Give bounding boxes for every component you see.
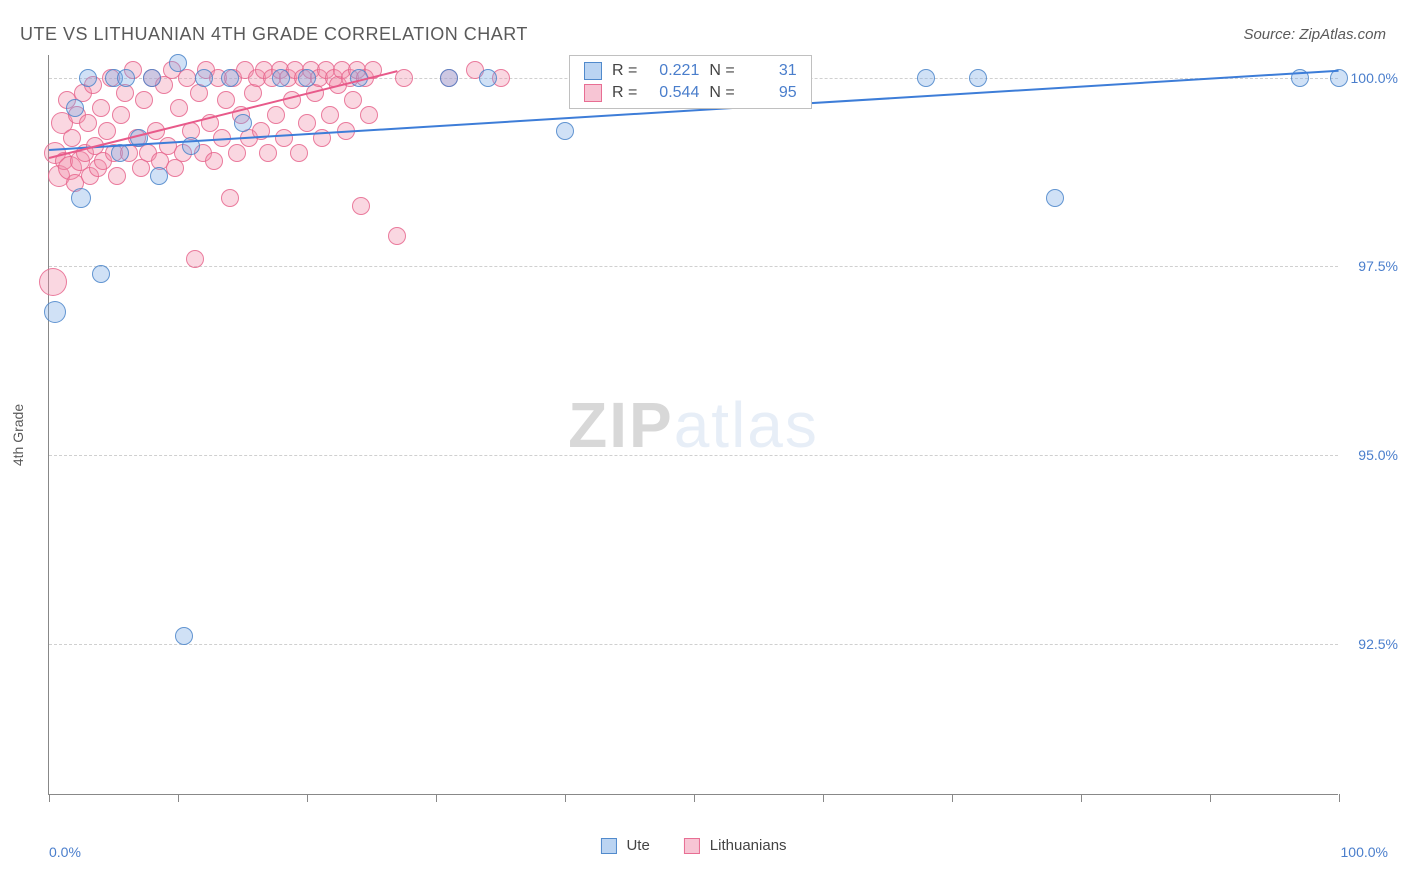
stats-legend: R = 0.221 N = 31 R = 0.544 N = 95 — [569, 55, 812, 109]
gridline — [49, 644, 1338, 645]
scatter-point — [175, 627, 193, 645]
scatter-point — [344, 91, 362, 109]
chart-header: UTE VS LITHUANIAN 4TH GRADE CORRELATION … — [0, 0, 1406, 55]
stat-N-value: 31 — [745, 62, 797, 80]
x-tick — [1081, 794, 1082, 802]
y-tick-label: 100.0% — [1351, 70, 1398, 86]
legend-swatch-lith — [684, 838, 700, 854]
x-tick — [178, 794, 179, 802]
scatter-point — [221, 69, 239, 87]
chart-title: UTE VS LITHUANIAN 4TH GRADE CORRELATION … — [20, 24, 528, 45]
stat-R-label: R = — [612, 62, 637, 80]
series-legend: Ute Lithuanians — [600, 837, 786, 854]
scatter-point — [71, 188, 91, 208]
x-tick — [565, 794, 566, 802]
gridline — [49, 455, 1338, 456]
x-tick — [307, 794, 308, 802]
legend-label-lith: Lithuanians — [710, 837, 787, 854]
scatter-point — [205, 152, 223, 170]
scatter-point — [298, 114, 316, 132]
stat-N-label: N = — [709, 84, 734, 102]
stats-legend-row: R = 0.544 N = 95 — [570, 82, 811, 104]
y-axis-label: 4th Grade — [10, 404, 26, 466]
gridline — [49, 266, 1338, 267]
stat-N-label: N = — [709, 62, 734, 80]
scatter-plot: ZIPatlas 100.0%97.5%95.0%92.5%0.0%100.0%… — [48, 55, 1338, 795]
scatter-point — [228, 144, 246, 162]
legend-label-ute: Ute — [626, 837, 649, 854]
scatter-point — [169, 54, 187, 72]
y-tick-label: 95.0% — [1358, 447, 1398, 463]
chart-area: 4th Grade ZIPatlas 100.0%97.5%95.0%92.5%… — [48, 55, 1386, 815]
scatter-point — [44, 301, 66, 323]
scatter-point — [321, 106, 339, 124]
stats-legend-row: R = 0.221 N = 31 — [570, 60, 811, 82]
scatter-point — [150, 167, 168, 185]
scatter-point — [917, 69, 935, 87]
scatter-point — [440, 69, 458, 87]
x-tick — [952, 794, 953, 802]
scatter-point — [79, 114, 97, 132]
x-min-label: 0.0% — [49, 844, 81, 860]
scatter-point — [79, 69, 97, 87]
scatter-point — [98, 122, 116, 140]
scatter-point — [112, 106, 130, 124]
stat-R-value: 0.544 — [647, 84, 699, 102]
scatter-point — [92, 99, 110, 117]
scatter-point — [234, 114, 252, 132]
stat-N-value: 95 — [745, 84, 797, 102]
legend-swatch-ute — [600, 838, 616, 854]
scatter-point — [479, 69, 497, 87]
stat-R-value: 0.221 — [647, 62, 699, 80]
scatter-point — [186, 250, 204, 268]
scatter-point — [259, 144, 277, 162]
scatter-point — [66, 99, 84, 117]
watermark-zip: ZIP — [568, 389, 674, 461]
x-tick — [436, 794, 437, 802]
scatter-point — [556, 122, 574, 140]
scatter-point — [117, 69, 135, 87]
scatter-point — [170, 99, 188, 117]
x-tick — [49, 794, 50, 802]
x-tick — [1210, 794, 1211, 802]
legend-swatch — [584, 84, 602, 102]
scatter-point — [244, 84, 262, 102]
scatter-point — [290, 144, 308, 162]
scatter-point — [217, 91, 235, 109]
scatter-point — [275, 129, 293, 147]
watermark: ZIPatlas — [568, 388, 819, 462]
watermark-atlas: atlas — [674, 389, 819, 461]
x-max-label: 100.0% — [1341, 844, 1388, 860]
scatter-point — [108, 167, 126, 185]
y-tick-label: 97.5% — [1358, 258, 1398, 274]
legend-swatch — [584, 62, 602, 80]
scatter-point — [92, 265, 110, 283]
y-tick-label: 92.5% — [1358, 636, 1398, 652]
x-tick — [823, 794, 824, 802]
scatter-point — [272, 69, 290, 87]
scatter-point — [388, 227, 406, 245]
scatter-point — [1046, 189, 1064, 207]
scatter-point — [267, 106, 285, 124]
scatter-point — [135, 91, 153, 109]
scatter-point — [360, 106, 378, 124]
scatter-point — [221, 189, 239, 207]
source-caption: Source: ZipAtlas.com — [1243, 26, 1386, 43]
scatter-point — [39, 268, 67, 296]
x-tick — [694, 794, 695, 802]
scatter-point — [969, 69, 987, 87]
stat-R-label: R = — [612, 84, 637, 102]
x-tick — [1339, 794, 1340, 802]
scatter-point — [63, 129, 81, 147]
scatter-point — [352, 197, 370, 215]
scatter-point — [195, 69, 213, 87]
scatter-point — [143, 69, 161, 87]
scatter-point — [298, 69, 316, 87]
